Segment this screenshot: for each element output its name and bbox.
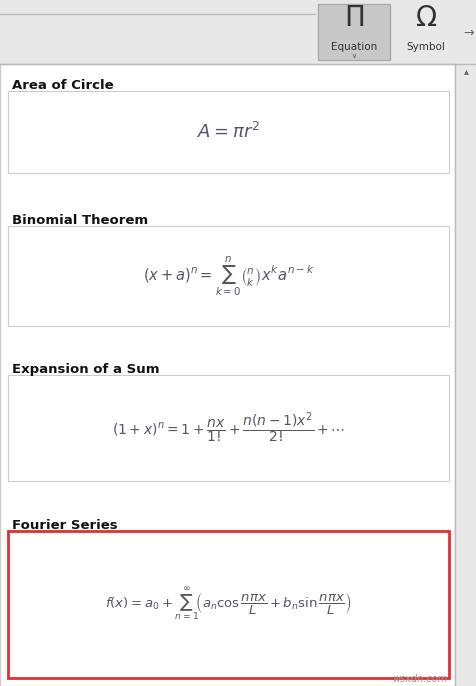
Text: Symbol: Symbol [406,42,445,52]
FancyBboxPatch shape [8,91,448,173]
FancyBboxPatch shape [8,375,448,481]
FancyBboxPatch shape [0,64,454,686]
Text: $\blacktriangle$: $\blacktriangle$ [462,67,468,77]
Text: $f(x) = a_0 + \sum_{n=1}^{\infty}\!\left(a_n \cos\dfrac{n\pi x}{L} + b_n \sin\df: $f(x) = a_0 + \sum_{n=1}^{\infty}\!\left… [105,586,351,623]
Text: $\Pi$: $\Pi$ [343,4,363,32]
Text: Equation: Equation [330,42,377,52]
Text: $(1 + x)^n = 1 + \dfrac{nx}{1!} + \dfrac{n(n-1)x^2}{2!} + \cdots$: $(1 + x)^n = 1 + \dfrac{nx}{1!} + \dfrac… [112,410,344,445]
Text: wsxdn.com: wsxdn.com [391,674,446,684]
Text: Binomial Theorem: Binomial Theorem [12,214,148,227]
Text: $\rightarrow$: $\rightarrow$ [460,25,474,38]
FancyBboxPatch shape [8,226,448,326]
Text: $\vee$: $\vee$ [350,51,357,60]
FancyBboxPatch shape [8,531,448,678]
FancyBboxPatch shape [0,0,476,64]
Text: $(x + a)^n = \sum_{k=0}^{n} \binom{n}{k} x^k a^{n-k}$: $(x + a)^n = \sum_{k=0}^{n} \binom{n}{k}… [142,255,314,298]
Text: Fourier Series: Fourier Series [12,519,118,532]
Text: $A = \pi r^2$: $A = \pi r^2$ [197,122,259,142]
FancyBboxPatch shape [317,4,389,60]
FancyBboxPatch shape [454,64,476,686]
Text: Area of Circle: Area of Circle [12,79,113,92]
Text: $\Omega$: $\Omega$ [414,4,436,32]
Text: Expansion of a Sum: Expansion of a Sum [12,363,159,376]
